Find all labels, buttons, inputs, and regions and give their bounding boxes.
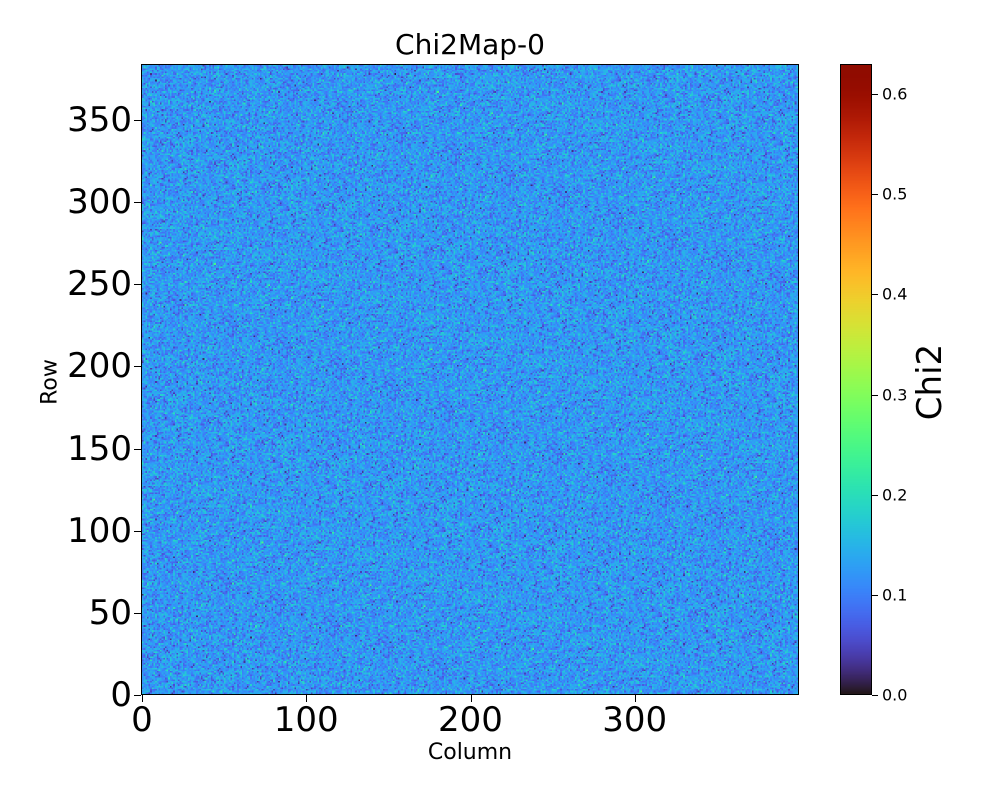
colorbar-frame: [840, 64, 872, 695]
heatmap-image: [142, 65, 798, 694]
colorbar-tick-label: 0.6: [882, 84, 908, 104]
colorbar-label: Chi2: [910, 343, 950, 421]
y-tick-label: 200: [67, 346, 132, 387]
x-tick-mark: [634, 695, 636, 702]
y-tick-mark: [134, 448, 141, 450]
x-tick-label: 0: [131, 700, 153, 740]
colorbar-tick-mark: [872, 294, 878, 296]
y-axis-label: Row: [37, 359, 63, 405]
y-tick-label: 150: [67, 428, 132, 469]
x-tick-label: 100: [273, 700, 339, 740]
y-tick-mark: [134, 366, 141, 368]
colorbar-tick-mark: [872, 94, 878, 96]
colorbar-tick-mark: [872, 594, 878, 596]
colorbar-tick-label: 0.0: [882, 685, 908, 705]
x-tick-label: 200: [438, 700, 503, 740]
y-tick-mark: [134, 202, 141, 204]
y-tick-label: 100: [67, 510, 132, 551]
y-tick-label: 0: [110, 675, 132, 715]
x-tick-mark: [142, 695, 143, 702]
y-tick-mark: [134, 284, 141, 286]
colorbar-tick-label: 0.3: [882, 385, 908, 405]
y-tick-mark: [134, 530, 141, 532]
y-tick-label: 50: [88, 592, 132, 633]
colorbar-tick-label: 0.1: [882, 585, 908, 605]
x-tick-label: 300: [602, 700, 668, 740]
y-tick-label: 250: [67, 264, 132, 305]
plot-area-frame: [141, 64, 799, 695]
x-tick-mark: [306, 695, 308, 702]
y-tick-label: 350: [67, 99, 132, 140]
colorbar-tick-mark: [872, 194, 878, 196]
y-tick-mark: [134, 612, 141, 614]
colorbar-tick-label: 0.4: [882, 284, 908, 304]
colorbar-tick-mark: [872, 695, 878, 696]
chart-title: Chi2Map-0: [395, 28, 545, 61]
y-tick-mark: [134, 695, 141, 696]
y-tick-label: 300: [67, 182, 132, 223]
colorbar-tick-label: 0.2: [882, 485, 908, 505]
y-tick-mark: [134, 119, 141, 121]
colorbar-tick-mark: [872, 494, 878, 496]
colorbar-tick-label: 0.5: [882, 184, 908, 204]
colorbar-gradient: [841, 65, 871, 694]
x-axis-label: Column: [427, 740, 513, 765]
x-tick-mark: [470, 695, 472, 702]
colorbar-tick-mark: [872, 394, 878, 396]
